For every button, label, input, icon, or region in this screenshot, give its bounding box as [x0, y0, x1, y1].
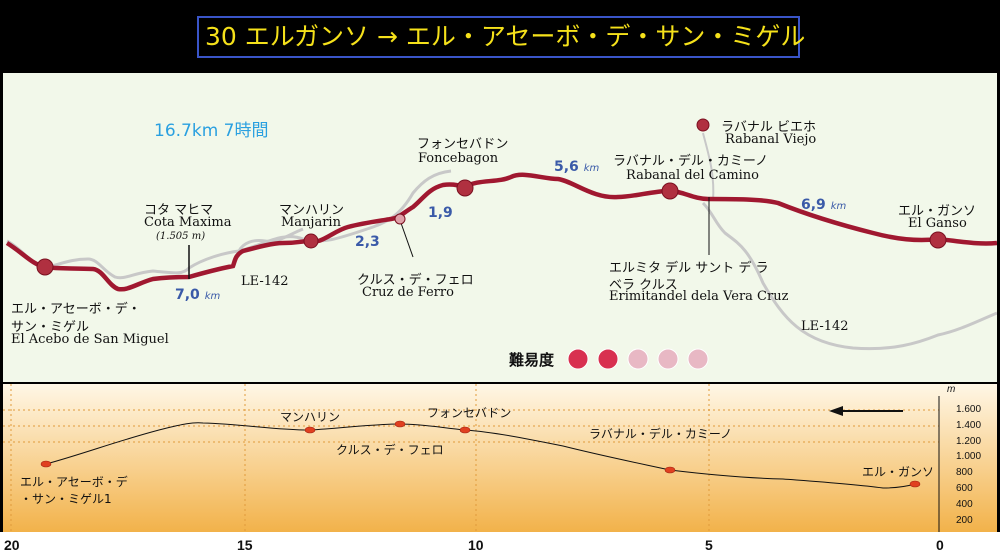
x-tick-label: 5: [705, 537, 713, 553]
road-branch: [237, 227, 304, 252]
profile-marker-acebo: [40, 460, 52, 468]
place-foncebadon-es: Foncebagon: [418, 151, 499, 166]
place-ganso-es: El Ganso: [908, 216, 967, 231]
y-tick-label: 1.400: [956, 419, 982, 431]
place-ermita-es: Erimitandel dela Vera Cruz: [609, 289, 789, 304]
profile-label-acebo1: エル・アセーボ・デ: [20, 475, 128, 489]
direction-arrow-head: [829, 406, 843, 416]
profile-marker-manjarin: [304, 426, 316, 434]
y-tick-label: 800: [956, 467, 973, 479]
y-tick-label: 1.000: [956, 451, 982, 463]
place-cota-alt: (1.505 m): [156, 231, 206, 242]
route-map: 16.7km 7時間 エル・アセーボ・デ・ サン・ミゲル El Acebo de…: [3, 73, 997, 382]
place-cruz-marker: [394, 213, 406, 225]
difficulty-shell-filled-icon: [567, 348, 589, 370]
y-tick-label: 600: [956, 483, 973, 494]
road-le142-east: [701, 201, 997, 351]
place-ermita-jp1: エルミタ デル サント デ ラ: [609, 261, 769, 276]
profile-marker-foncebadon: [459, 426, 471, 434]
profile-marker-rabanal: [664, 466, 676, 474]
distance-label: 5,6 km: [554, 159, 600, 175]
place-acebo-jp1: エル・アセーボ・デ・: [11, 302, 141, 317]
y-tick-label: 200: [956, 514, 973, 526]
place-acebo-es: El Acebo de San Miguel: [11, 332, 169, 347]
place-foncebadon-jp: フォンセバドン: [417, 137, 509, 152]
y-tick-label: 400: [956, 498, 973, 510]
place-rabanal-marker: [661, 182, 679, 200]
route-map-graphic: [5, 118, 997, 370]
y-tick-label: 1.200: [956, 435, 982, 447]
distance-label: 6,9 km: [801, 197, 847, 213]
profile-marker-ganso: [909, 480, 921, 488]
difficulty-shell-empty-icon: [627, 348, 649, 370]
place-acebo-marker: [36, 258, 54, 276]
place-foncebadon-marker: [456, 179, 474, 197]
difficulty-shells: [567, 348, 709, 370]
place-manjarin-jp: マンハリン: [279, 203, 345, 218]
elevation-chart: [3, 384, 997, 532]
x-tick-label: 20: [4, 537, 20, 553]
y-axis-unit: m: [947, 384, 956, 395]
road-label-le142-west: LE-142: [241, 274, 289, 289]
profile-label-foncebadon: フォンセバドン: [427, 406, 512, 420]
difficulty-shell-empty-icon: [657, 348, 679, 370]
y-tick-label: 1.600: [956, 404, 982, 415]
distance-axis: [0, 532, 1000, 556]
place-cruz-jp: クルス・デ・フェロ: [357, 273, 474, 288]
difficulty-label: 難易度: [509, 351, 555, 369]
place-cota-jp: コタ マヒマ: [144, 203, 214, 218]
camino-route: [5, 172, 997, 292]
place-manjarin-marker: [303, 233, 319, 249]
x-tick-label: 10: [468, 537, 484, 553]
difficulty-shell-empty-icon: [687, 348, 709, 370]
road-viejo: [702, 132, 715, 202]
place-viejo-es: Rabanal Viejo: [725, 132, 817, 147]
cruz-leader: [400, 222, 414, 258]
place-ganso-marker: [929, 231, 947, 249]
place-acebo-jp2: サン・ミゲル: [11, 320, 90, 335]
distance-label: 1,9: [428, 205, 453, 221]
profile-label-manjarin: マンハリン: [280, 410, 341, 424]
place-ermita-jp2: ベラ クルス: [609, 278, 678, 293]
profile-label-ganso: エル・ガンソ: [862, 465, 935, 479]
distance-label: 2,3: [355, 234, 380, 250]
page-title: 30 エルガンソ → エル・アセーボ・デ・サン・ミゲル: [197, 16, 805, 58]
profile-label-cruz: クルス・デ・フェロ: [336, 443, 444, 457]
place-viejo-jp: ラバナル ビエホ: [721, 120, 817, 135]
difficulty-shell-filled-icon: [597, 348, 619, 370]
place-ganso-jp: エル・ガンソ: [898, 204, 977, 219]
profile-label-acebo2: ・サン・ミゲル1: [20, 492, 112, 506]
x-tick-label: 0: [936, 537, 944, 553]
place-manjarin-es: Manjarin: [281, 215, 341, 230]
place-cota-es: Cota Maxima: [144, 215, 232, 230]
place-cruz-es: Cruz de Ferro: [362, 285, 454, 300]
x-tick-label: 15: [237, 537, 253, 553]
place-rabanal-jp: ラバナル・デル・カミーノ: [613, 154, 769, 169]
road-label-le142-east: LE-142: [801, 319, 849, 334]
profile-label-rabanal: ラバナル・デル・カミーノ: [589, 427, 733, 441]
route-summary: 16.7km 7時間: [154, 121, 269, 141]
elevation-profile: マンハリン フォンセバドン クルス・デ・フェロ ラバナル・デル・カミーノ エル・…: [3, 384, 997, 532]
place-viejo-marker: [696, 118, 710, 132]
distance-label: 7,0 km: [175, 287, 221, 303]
profile-marker-cruz: [394, 420, 406, 428]
place-rabanal-es: Rabanal del Camino: [626, 168, 760, 183]
